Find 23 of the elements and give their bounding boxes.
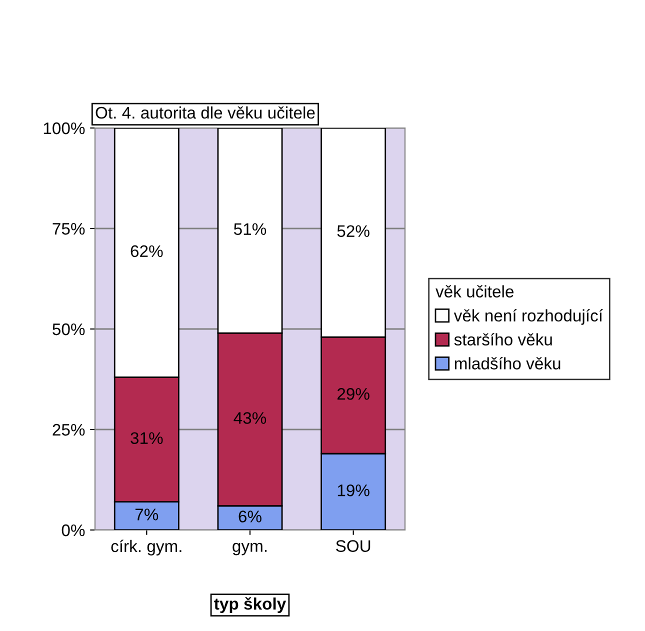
data-label: 51% (234, 223, 266, 235)
legend-label: věk není rozhodující (454, 309, 603, 325)
legend-label: mladšího věku (454, 357, 560, 370)
y-tick-label: 100% (44, 122, 85, 134)
data-label: 7% (135, 508, 158, 520)
data-label: 19% (338, 484, 370, 496)
data-label: 43% (234, 412, 266, 424)
data-label: 29% (337, 388, 370, 400)
data-label: 62% (130, 245, 163, 258)
data-label: 6% (238, 510, 262, 522)
chart-title: Ot. 4. autorita dle věku učitele (96, 106, 315, 119)
y-tick-label: 50% (52, 323, 85, 336)
y-tick-label: 75% (52, 222, 85, 235)
legend-title: věk učitele (436, 285, 514, 298)
y-tick-label: 0% (62, 524, 85, 536)
y-tick-label: 25% (52, 424, 85, 436)
data-label: 31% (130, 432, 163, 444)
x-tick-label: gym. (232, 542, 267, 556)
legend-label: staršího věku (454, 333, 552, 346)
x-tick-label: SOU (336, 540, 370, 552)
x-tick-label: círk. gym. (111, 540, 182, 556)
x-axis-title: typ školy (214, 597, 286, 614)
data-label: 52% (337, 225, 370, 237)
